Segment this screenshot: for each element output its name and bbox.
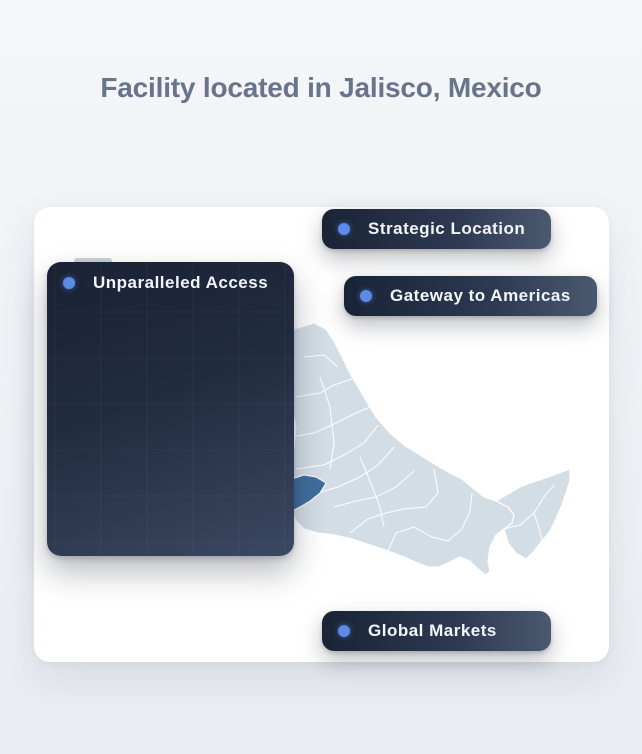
- panel-tab: [74, 258, 112, 264]
- panel-header: Unparalleled Access: [63, 272, 268, 294]
- gateway-to-americas-label: Gateway to Americas: [390, 286, 571, 305]
- gateway-to-americas-pill[interactable]: Gateway to Americas: [344, 276, 597, 316]
- unparalleled-access-panel: Unparalleled Access: [47, 262, 294, 556]
- mexico-landmass: [287, 322, 515, 576]
- dot-icon: [338, 223, 350, 235]
- dot-icon: [360, 290, 372, 302]
- dot-icon: [63, 277, 75, 289]
- dot-icon: [338, 625, 350, 637]
- global-markets-label: Global Markets: [368, 621, 497, 640]
- global-markets-pill[interactable]: Global Markets: [322, 611, 551, 651]
- state-borders: [291, 354, 555, 552]
- strategic-location-label: Strategic Location: [368, 219, 526, 238]
- strategic-location-pill[interactable]: Strategic Location: [322, 209, 551, 249]
- panel-grid-pattern: [47, 262, 294, 556]
- unparalleled-access-label: Unparalleled Access: [93, 273, 269, 292]
- page-title: Facility located in Jalisco, Mexico: [100, 72, 542, 103]
